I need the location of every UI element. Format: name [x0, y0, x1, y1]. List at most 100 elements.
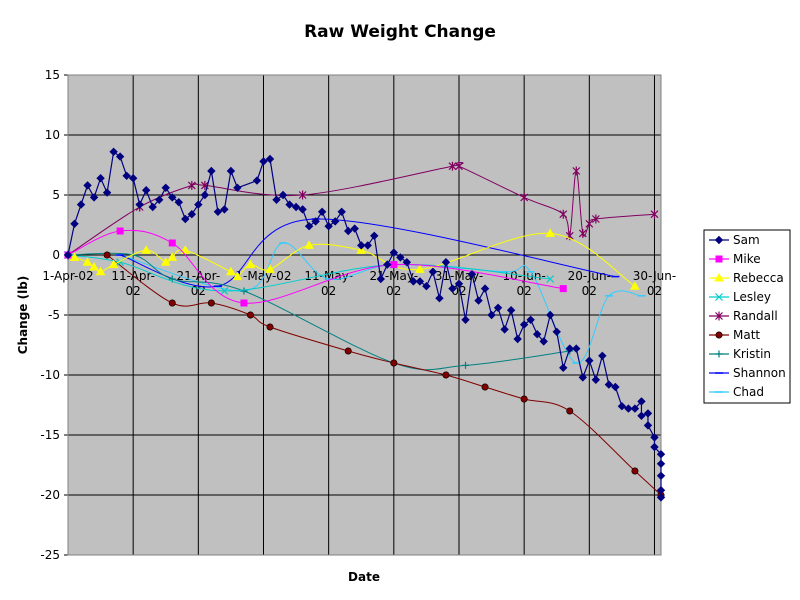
data-point-sam: [448, 284, 457, 293]
legend-marker: [715, 311, 723, 321]
data-point-sam: [402, 257, 412, 267]
data-point-sam: [552, 327, 561, 337]
legend-marker: [715, 350, 723, 358]
data-point-rebecca: [108, 259, 119, 269]
data-point-sam: [650, 433, 659, 442]
data-point-sam: [506, 305, 516, 315]
y-tick-label: -5: [48, 308, 60, 322]
data-point-sam: [539, 337, 548, 346]
y-tick-label: -20: [40, 488, 60, 502]
legend-item-kristin: Kristin: [709, 347, 771, 361]
data-point-sam: [500, 325, 509, 334]
data-point-mike: [168, 239, 176, 247]
legend-marker: [715, 293, 723, 301]
legend-item-matt: Matt: [709, 328, 760, 342]
data-point-sam: [252, 176, 262, 185]
data-point-sam: [115, 152, 125, 161]
data-point-sam: [109, 147, 118, 157]
legend-marker: [714, 235, 724, 245]
data-point-sam: [174, 197, 183, 207]
data-point-sam: [161, 183, 170, 193]
legend: Sam Mike Rebecca Lesley Randall Matt Kristin Sh…: [703, 229, 791, 404]
data-point-randall: [591, 214, 600, 224]
plot-border: [67, 74, 662, 556]
y-axis-title: Change (lb): [16, 276, 30, 355]
data-point-sam: [656, 449, 666, 459]
data-point-sam: [656, 471, 666, 481]
data-point-rebecca: [415, 264, 425, 273]
data-point-sam: [532, 329, 542, 339]
legend-item-chad: Chad: [709, 385, 764, 399]
data-point-kristin: [240, 287, 248, 295]
data-point-matt: [207, 299, 215, 307]
y-tick-label: 15: [45, 68, 60, 82]
data-point-sam: [656, 493, 666, 502]
data-point-matt: [631, 467, 639, 475]
data-point-sam: [89, 193, 99, 202]
legend-label: Chad: [733, 385, 764, 399]
legend-item-rebecca: Rebecca: [709, 271, 784, 285]
data-point-sam: [200, 190, 210, 200]
data-point-rebecca: [95, 266, 106, 276]
data-point-sam: [357, 241, 366, 250]
data-point-rebecca: [304, 240, 314, 249]
data-point-matt: [566, 407, 574, 415]
data-point-sam: [148, 202, 157, 212]
data-point-sam: [643, 421, 653, 430]
data-point-matt: [390, 359, 398, 367]
data-point-randall: [559, 209, 568, 219]
data-point-rebecca: [141, 245, 152, 254]
x-tick-label: 21-Apr-: [176, 269, 220, 283]
data-point-sam: [585, 356, 594, 365]
legend-item-lesley: Lesley: [709, 290, 771, 304]
data-point-sam: [344, 226, 353, 236]
data-point-sam: [324, 221, 333, 231]
data-point-randall: [650, 209, 659, 219]
x-tick-label-line2: 02: [321, 284, 336, 298]
data-point-sam: [213, 207, 223, 217]
data-point-sam: [135, 200, 144, 209]
series-rebecca: [69, 228, 640, 290]
data-point-sam: [233, 183, 242, 193]
data-point-sam: [565, 344, 574, 353]
data-point-matt: [442, 371, 450, 379]
data-point-sam: [396, 253, 405, 262]
data-point-matt: [481, 383, 489, 391]
data-point-sam: [291, 202, 301, 212]
data-point-sam: [83, 181, 92, 190]
y-tick-label: -25: [40, 548, 60, 562]
x-tick-label-line2: 02: [126, 284, 141, 298]
data-point-randall: [572, 166, 581, 176]
data-point-randall: [585, 219, 594, 229]
data-point-sam: [415, 277, 425, 286]
data-point-sam: [96, 173, 105, 183]
data-point-sam: [122, 171, 131, 181]
y-tick-label: 5: [52, 188, 60, 202]
data-point-matt: [246, 311, 254, 319]
x-tick-label: 11-May-: [304, 269, 353, 283]
data-point-sam: [454, 279, 464, 289]
data-point-rebecca: [226, 266, 236, 276]
data-point-rebecca: [232, 271, 243, 281]
data-point-sam: [617, 401, 627, 411]
legend-marker: [715, 331, 723, 339]
data-point-sam: [383, 260, 392, 269]
data-point-sam: [409, 277, 418, 286]
data-point-sam: [611, 382, 620, 392]
data-point-matt: [344, 347, 352, 355]
data-point-sam: [272, 195, 281, 205]
data-point-sam: [487, 310, 496, 320]
data-point-rebecca: [245, 259, 256, 269]
data-point-sam: [519, 320, 529, 329]
data-point-randall: [455, 161, 463, 171]
data-point-sam: [194, 200, 203, 209]
data-point-sam: [441, 257, 451, 267]
data-point-rebecca: [545, 228, 556, 237]
data-point-sam: [168, 193, 177, 202]
data-point-sam: [474, 296, 483, 305]
series-sam: [63, 147, 666, 502]
x-axis-title: Date: [348, 570, 380, 584]
legend-entries: Sam Mike Rebecca Lesley Randall Matt Kristin Sh…: [709, 233, 786, 399]
data-point-rebecca: [180, 245, 191, 254]
